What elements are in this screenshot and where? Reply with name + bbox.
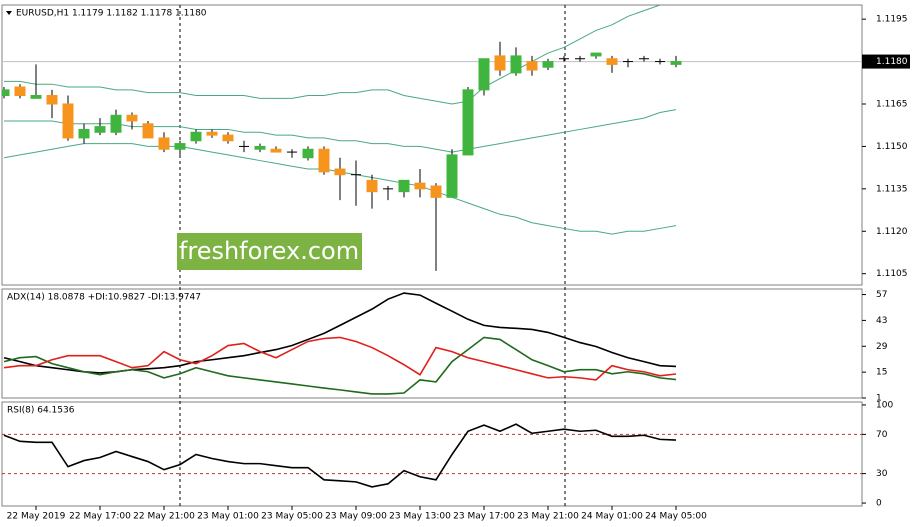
candle-body <box>590 52 602 57</box>
y-tick-label: 30 <box>876 469 888 479</box>
candle-body <box>222 134 234 142</box>
candle-body <box>302 148 314 159</box>
candle-body <box>158 137 170 150</box>
x-tick-label: 24 May 01:00 <box>581 512 643 522</box>
x-tick-label: 22 May 21:00 <box>133 512 195 522</box>
candle-body <box>398 179 410 193</box>
y-tick-label: 1 <box>876 394 882 404</box>
x-tick-label: 23 May 09:00 <box>325 512 387 522</box>
candle-body <box>30 95 42 99</box>
candle-body <box>190 131 202 142</box>
candle-body <box>206 131 218 136</box>
x-tick-label: 22 May 2019 <box>7 512 66 522</box>
candle-body <box>526 61 538 71</box>
candle-body <box>606 58 618 65</box>
rsi-title: RSI(8) 64.1536 <box>7 406 75 416</box>
y-tick-label: 29 <box>876 342 888 352</box>
candle-body <box>430 185 442 198</box>
last-price-label: 1.1180 <box>876 57 908 67</box>
candle-body <box>142 123 154 139</box>
y-tick-label: 43 <box>876 316 887 326</box>
indicator-line <box>3 336 677 395</box>
price-panel <box>1 4 863 286</box>
price-title: EURUSD,H1 1.1179 1.1182 1.1178 1.1180 <box>16 9 207 19</box>
y-tick-label: 57 <box>876 290 887 300</box>
indicator-line <box>3 423 677 488</box>
x-tick-label: 23 May 01:00 <box>197 512 259 522</box>
candle-body <box>494 55 506 71</box>
y-tick-label: 0 <box>876 499 882 509</box>
price-plot <box>2 5 862 271</box>
candle-body <box>78 128 90 139</box>
candle-body <box>254 145 266 150</box>
y-tick-label: 70 <box>876 430 888 440</box>
adx-panel <box>1 288 863 399</box>
candle-body <box>14 86 26 97</box>
menu-arrow[interactable] <box>6 11 12 15</box>
x-tick-label: 24 May 05:00 <box>645 512 707 522</box>
y-tick-label: 100 <box>876 400 893 410</box>
rsi-panel <box>1 401 863 507</box>
y-tick-label: 1.1165 <box>876 99 908 109</box>
x-tick-label: 22 May 17:00 <box>69 512 131 522</box>
adx-title: ADX(14) 18.0878 +DI:10.9827 -DI:13.9747 <box>7 293 201 303</box>
candle-body <box>414 182 426 190</box>
y-tick-label: 1.1195 <box>876 15 908 25</box>
band <box>4 5 662 105</box>
candle-body <box>126 114 138 122</box>
candle-body <box>46 95 58 105</box>
candle-body <box>270 148 282 153</box>
last-price-box <box>862 54 910 69</box>
candle-body <box>334 168 346 176</box>
x-tick-label: 23 May 05:00 <box>261 512 323 522</box>
y-tick-label: 1.1135 <box>876 184 908 194</box>
y-tick-label: 15 <box>876 368 887 378</box>
x-tick-label: 23 May 21:00 <box>517 512 579 522</box>
candle-body <box>446 154 458 198</box>
candle-body <box>542 61 554 68</box>
indicator-plot <box>2 423 862 488</box>
candle-body <box>478 58 490 91</box>
watermark-box <box>177 233 362 270</box>
candle-body <box>94 126 106 133</box>
candle-body <box>2 89 10 97</box>
candle-body <box>670 61 682 65</box>
y-tick-label: 1.1120 <box>876 227 908 237</box>
y-tick-label: 1.1105 <box>876 269 908 279</box>
candle-body <box>462 89 474 156</box>
candle-body <box>510 55 522 74</box>
x-tick-label: 23 May 17:00 <box>453 512 515 522</box>
candle-body <box>62 103 74 139</box>
candle-body <box>318 148 330 173</box>
candle-body <box>174 143 186 150</box>
indicator-line <box>3 336 677 381</box>
x-tick-label: 23 May 13:00 <box>389 512 451 522</box>
indicator-plot <box>3 292 677 395</box>
watermark: freshforex.com <box>179 237 359 265</box>
candle-body <box>366 179 378 193</box>
candle-body <box>110 114 122 133</box>
y-tick-label: 1.1150 <box>876 142 908 152</box>
